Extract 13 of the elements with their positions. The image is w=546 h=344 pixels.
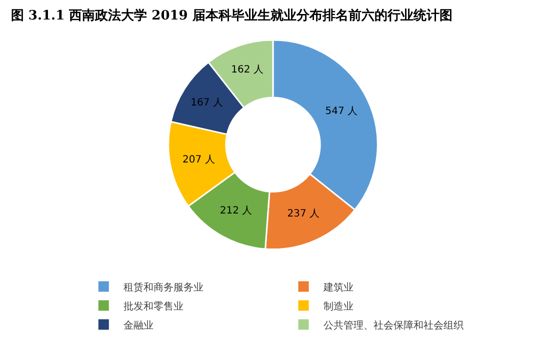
legend-label: 制造业 <box>324 300 354 312</box>
data-label: 237 人 <box>287 208 320 220</box>
data-label: 547 人 <box>325 106 358 118</box>
data-label: 162 人 <box>231 64 264 76</box>
legend-label: 金融业 <box>124 319 154 332</box>
legend-label: 批发和零售业 <box>124 300 184 312</box>
data-label: 207 人 <box>182 154 215 166</box>
data-label: 167 人 <box>190 97 223 108</box>
chart-title: 图 3.1.1 西南政法大学 2019 届本科毕业生就业分布排名前六的行业统计图 <box>10 7 452 24</box>
legend-label: 租赁和商务服务业 <box>124 281 204 294</box>
legend-label: 公共管理、社会保障和社会组织 <box>324 319 464 332</box>
data-label: 212 人 <box>220 205 252 216</box>
legend-label: 建筑业 <box>322 281 354 294</box>
